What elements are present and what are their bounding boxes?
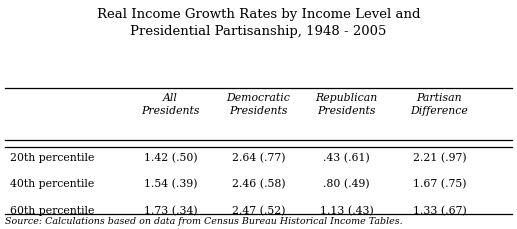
Text: 2.47 (.52): 2.47 (.52) xyxy=(232,205,285,215)
Text: 20th percentile: 20th percentile xyxy=(10,152,95,162)
Text: 60th percentile: 60th percentile xyxy=(10,205,95,215)
Text: 1.42 (.50): 1.42 (.50) xyxy=(144,152,197,163)
Text: 1.67 (.75): 1.67 (.75) xyxy=(413,179,466,189)
Text: .43 (.61): .43 (.61) xyxy=(323,152,370,163)
Text: Republican
Presidents: Republican Presidents xyxy=(315,93,377,115)
Text: 1.54 (.39): 1.54 (.39) xyxy=(144,179,197,189)
Text: Real Income Growth Rates by Income Level and
Presidential Partisanship, 1948 - 2: Real Income Growth Rates by Income Level… xyxy=(97,8,420,38)
Text: 2.21 (.97): 2.21 (.97) xyxy=(413,152,466,163)
Text: 40th percentile: 40th percentile xyxy=(10,179,95,188)
Text: 1.73 (.34): 1.73 (.34) xyxy=(144,205,197,215)
Text: 1.33 (.67): 1.33 (.67) xyxy=(413,205,466,215)
Text: 2.64 (.77): 2.64 (.77) xyxy=(232,152,285,163)
Text: .80 (.49): .80 (.49) xyxy=(323,179,370,189)
Text: Partisan
Difference: Partisan Difference xyxy=(410,93,468,115)
Text: All
Presidents: All Presidents xyxy=(141,93,200,115)
Text: 1.13 (.43): 1.13 (.43) xyxy=(320,205,373,215)
Text: Democratic
Presidents: Democratic Presidents xyxy=(226,93,291,115)
Text: 2.46 (.58): 2.46 (.58) xyxy=(232,179,285,189)
Text: Source: Calculations based on data from Census Bureau Historical Income Tables.: Source: Calculations based on data from … xyxy=(5,216,403,225)
